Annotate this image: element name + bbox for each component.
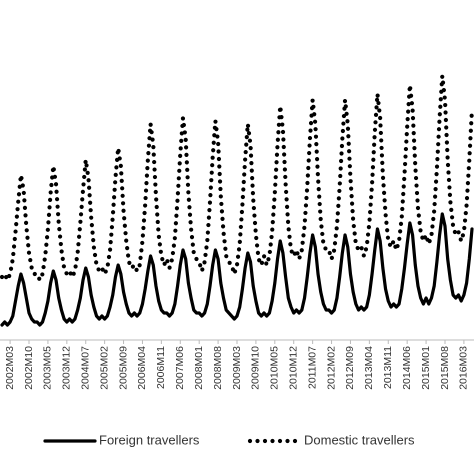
x-tick-label: 2005M09 bbox=[117, 346, 129, 390]
x-tick-label: 2014M06 bbox=[401, 346, 413, 390]
x-tick-label: 2005M02 bbox=[98, 346, 110, 390]
x-tick-label: 2015M01 bbox=[420, 346, 432, 390]
x-tick-label: 2006M04 bbox=[136, 346, 148, 390]
x-tick-label: 2016M03 bbox=[458, 346, 470, 390]
series-line bbox=[0, 212, 474, 327]
x-tick-label: 2010M05 bbox=[269, 346, 281, 390]
x-tick-label: 2012M02 bbox=[325, 346, 337, 390]
x-tick-label: 2003M05 bbox=[42, 346, 54, 390]
x-tick-label: 2002M03 bbox=[4, 346, 16, 390]
x-tick-label: 2012M09 bbox=[344, 346, 356, 390]
x-tick-label: 2006M11 bbox=[155, 346, 167, 389]
x-tick-label: 2007M06 bbox=[174, 346, 186, 390]
legend-label: Foreign travellers bbox=[99, 432, 200, 447]
x-tick-label: 2008M08 bbox=[212, 346, 224, 390]
legend-label: Domestic travellers bbox=[304, 432, 415, 447]
x-tick-label: 2008M01 bbox=[193, 346, 205, 390]
x-tick-label: 2013M04 bbox=[363, 346, 375, 390]
x-tick-label: 2009M10 bbox=[250, 346, 262, 390]
series-line bbox=[0, 75, 474, 286]
x-tick-label: 2004M07 bbox=[80, 346, 92, 390]
x-tick-label: 2009M03 bbox=[231, 346, 243, 390]
x-tick-label: 2013M11 bbox=[382, 346, 394, 389]
x-tick-label: 2002M10 bbox=[23, 346, 35, 390]
x-tick-label: 2011M07 bbox=[306, 346, 318, 389]
x-tick-label: 2003M12 bbox=[61, 346, 73, 390]
x-tick-label: 2015M08 bbox=[439, 346, 451, 390]
x-tick-label: 2010M12 bbox=[288, 346, 300, 390]
